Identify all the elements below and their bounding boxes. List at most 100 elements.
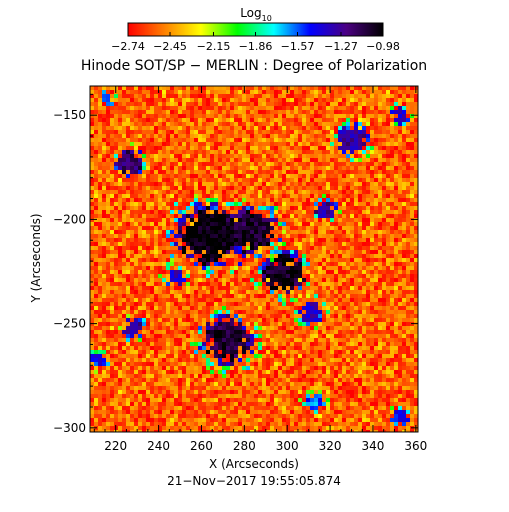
heatmap-cell	[326, 90, 330, 94]
heatmap-cell	[118, 134, 122, 138]
heatmap-cell	[290, 206, 294, 210]
heatmap-cell	[394, 278, 398, 282]
heatmap-cell	[374, 166, 378, 170]
heatmap-cell	[162, 90, 166, 94]
heatmap-cell	[282, 114, 286, 118]
heatmap-cell	[214, 242, 218, 246]
heatmap-cell	[166, 218, 170, 222]
heatmap-cell	[166, 254, 170, 258]
heatmap-cell	[322, 322, 326, 326]
heatmap-cell	[98, 314, 102, 318]
heatmap-cell	[378, 118, 382, 122]
heatmap-cell	[118, 178, 122, 182]
heatmap-cell	[366, 246, 370, 250]
heatmap-cell	[278, 102, 282, 106]
heatmap-cell	[410, 238, 414, 242]
heatmap-cell	[370, 146, 374, 150]
heatmap-cell	[286, 186, 290, 190]
heatmap-cell	[270, 154, 274, 158]
heatmap-cell	[102, 90, 106, 94]
heatmap-cell	[122, 178, 126, 182]
heatmap-cell	[94, 262, 98, 266]
heatmap-cell	[310, 186, 314, 190]
heatmap-cell	[146, 198, 150, 202]
heatmap-cell	[94, 174, 98, 178]
heatmap-cell	[274, 134, 278, 138]
heatmap-cell	[318, 282, 322, 286]
heatmap-cell	[246, 306, 250, 310]
heatmap-cell	[318, 146, 322, 150]
heatmap-cell	[266, 238, 270, 242]
heatmap-cell	[262, 98, 266, 102]
heatmap-cell	[206, 214, 210, 218]
heatmap-cell	[222, 322, 226, 326]
heatmap-cell	[238, 142, 242, 146]
heatmap-cell	[390, 194, 394, 198]
heatmap-cell	[218, 222, 222, 226]
heatmap-cell	[366, 90, 370, 94]
heatmap-cell	[206, 158, 210, 162]
heatmap-cell	[322, 214, 326, 218]
heatmap-cell	[298, 234, 302, 238]
heatmap-cell	[246, 182, 250, 186]
heatmap-cell	[114, 158, 118, 162]
heatmap-cell	[102, 142, 106, 146]
heatmap-cell	[278, 262, 282, 266]
heatmap-cell	[382, 114, 386, 118]
heatmap-cell	[350, 122, 354, 126]
heatmap-cell	[386, 226, 390, 230]
heatmap-cell	[306, 138, 310, 142]
heatmap-cell	[378, 98, 382, 102]
heatmap-cell	[314, 318, 318, 322]
heatmap-cell	[330, 90, 334, 94]
heatmap-cell	[270, 134, 274, 138]
heatmap-cell	[334, 226, 338, 230]
heatmap-cell	[350, 282, 354, 286]
heatmap-cell	[354, 318, 358, 322]
heatmap-cell	[166, 118, 170, 122]
heatmap-cell	[230, 186, 234, 190]
heatmap-cell	[106, 166, 110, 170]
heatmap-cell	[214, 174, 218, 178]
heatmap-cell	[106, 322, 110, 326]
heatmap-cell	[206, 226, 210, 230]
heatmap-cell	[342, 226, 346, 230]
heatmap-cell	[282, 210, 286, 214]
heatmap-cell	[290, 230, 294, 234]
heatmap-cell	[342, 90, 346, 94]
heatmap-cell	[134, 302, 138, 306]
heatmap-cell	[218, 282, 222, 286]
heatmap-cell	[278, 322, 282, 326]
heatmap-cell	[110, 138, 114, 142]
heatmap-cell	[286, 166, 290, 170]
heatmap-cell	[346, 186, 350, 190]
heatmap-cell	[290, 246, 294, 250]
heatmap-cell	[202, 238, 206, 242]
heatmap-cell	[102, 130, 106, 134]
heatmap-cell	[314, 110, 318, 114]
heatmap-cell	[206, 206, 210, 210]
heatmap-cell	[126, 198, 130, 202]
heatmap-cell	[414, 174, 418, 178]
heatmap-cell	[238, 306, 242, 310]
heatmap-cell	[210, 174, 214, 178]
heatmap-cell	[98, 286, 102, 290]
heatmap-cell	[330, 174, 334, 178]
heatmap-cell	[398, 282, 402, 286]
heatmap-cell	[358, 226, 362, 230]
heatmap-cell	[262, 318, 266, 322]
heatmap-cell	[278, 158, 282, 162]
heatmap-cell	[286, 290, 290, 294]
heatmap-cell	[102, 154, 106, 158]
heatmap-cell	[170, 134, 174, 138]
heatmap-cell	[398, 254, 402, 258]
heatmap-cell	[402, 306, 406, 310]
heatmap-cell	[318, 242, 322, 246]
heatmap-cell	[178, 246, 182, 250]
heatmap-cell	[134, 242, 138, 246]
heatmap-cell	[354, 270, 358, 274]
heatmap-cell	[378, 174, 382, 178]
heatmap-cell	[258, 94, 262, 98]
heatmap-cell	[374, 110, 378, 114]
heatmap-cell	[154, 262, 158, 266]
